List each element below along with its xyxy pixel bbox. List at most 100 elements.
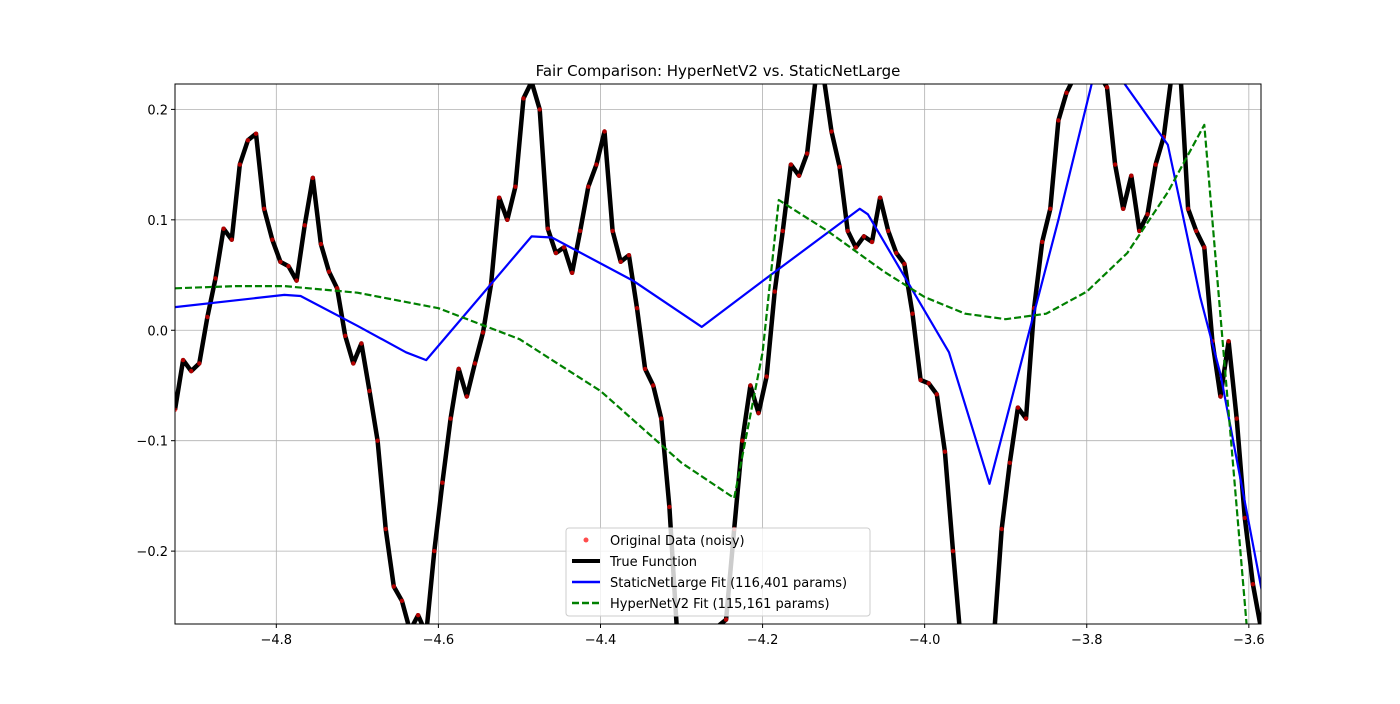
data-point-original [432, 548, 437, 554]
data-point-original [553, 250, 559, 256]
data-point-original [667, 504, 672, 510]
data-point-original [359, 341, 364, 346]
data-point-original [213, 276, 218, 281]
y-tick-label: −0.2 [136, 545, 168, 560]
data-point-original [375, 438, 380, 443]
data-point-original [1007, 460, 1012, 465]
y-tick-label: 0.0 [147, 324, 168, 339]
legend: Original Data (noisy) True Function Stat… [565, 527, 871, 617]
data-point-original [602, 129, 607, 134]
data-point-original [505, 217, 510, 222]
data-point-original [902, 261, 907, 267]
data-point-original [1242, 515, 1248, 521]
data-point-original [326, 269, 332, 274]
data-point-original [351, 361, 356, 366]
legend-label-hypernet: HyperNetV2 Fit (115,161 params) [610, 597, 830, 612]
data-point-original [415, 613, 421, 618]
data-point-original [780, 228, 785, 234]
data-point-original [788, 162, 794, 167]
plot-frame [174, 83, 1262, 625]
data-point-original [861, 234, 867, 239]
data-point-original [610, 228, 615, 234]
data-point-original [1056, 118, 1061, 123]
series-layer [175, 84, 1261, 624]
data-point-original [175, 407, 178, 412]
data-point-original [1040, 239, 1045, 245]
data-point-original [829, 129, 834, 134]
x-tick-label: −4.4 [585, 633, 617, 648]
data-point-original [1104, 85, 1110, 90]
data-point-original [367, 388, 372, 394]
data-point-original [205, 314, 210, 320]
data-point-original [513, 184, 518, 189]
series-true-function-line [175, 84, 1261, 624]
data-point-original [343, 333, 348, 338]
data-point-original [837, 164, 842, 169]
data-point-original [189, 368, 194, 374]
data-point-original [796, 173, 802, 178]
chart-title: Fair Comparison: HyperNetV2 vs. StaticNe… [536, 62, 901, 80]
data-point-original [1226, 339, 1231, 344]
data-point-original [999, 526, 1004, 532]
data-point-original [586, 184, 591, 189]
data-point-original [886, 228, 891, 234]
data-point-original [545, 226, 550, 231]
data-point-original [472, 361, 478, 366]
data-point-original [659, 416, 664, 421]
data-point-original [1185, 206, 1191, 211]
data-point-original [651, 383, 656, 388]
data-point-original [180, 357, 186, 363]
data-point-original [845, 228, 850, 234]
data-point-original [748, 383, 753, 388]
data-point-original [877, 195, 883, 200]
data-point-original [1145, 212, 1150, 217]
data-point-original [1153, 162, 1158, 167]
x-tick-label: −4.6 [423, 633, 455, 648]
data-point-original [245, 138, 251, 143]
data-point-original [334, 286, 340, 291]
data-point-original [294, 278, 299, 283]
data-point-original [448, 416, 453, 421]
data-point-original [497, 195, 502, 200]
data-point-original [934, 392, 939, 397]
data-point-original [626, 253, 632, 258]
data-point-original [229, 237, 234, 242]
data-point-original [1064, 90, 1069, 96]
data-point-original [618, 259, 623, 264]
data-point-original [1218, 394, 1223, 399]
data-point-original [942, 449, 948, 454]
data-point-original [521, 96, 526, 101]
data-point-original [310, 175, 315, 181]
data-point-original [318, 241, 324, 247]
data-point-original [594, 162, 599, 167]
data-point-original [480, 330, 486, 335]
data-point-original [278, 259, 283, 264]
data-point-original [1234, 416, 1239, 421]
data-point-original [894, 250, 899, 256]
y-tick-label: −0.1 [136, 435, 168, 450]
x-tick-label: −4.8 [261, 633, 293, 648]
data-point-original [286, 264, 291, 269]
y-tick-label: 0.1 [147, 214, 168, 229]
legend-box [565, 527, 871, 617]
y-axis: 0.2 0.1 0.0 −0.1 −0.2 [136, 103, 175, 560]
x-tick-label: −3.6 [1233, 633, 1265, 648]
data-point-original [464, 394, 469, 399]
data-point-original [270, 237, 275, 242]
data-point-original [197, 361, 202, 366]
data-point-original [740, 438, 745, 443]
data-point-original [764, 374, 769, 379]
legend-label-staticnet: StaticNetLarge Fit (116,401 params) [610, 576, 847, 591]
data-point-original [634, 306, 640, 311]
data-point-original [1129, 173, 1134, 178]
data-point-original [440, 480, 445, 485]
data-point-original [237, 162, 242, 167]
x-tick-label: −3.8 [1071, 633, 1103, 648]
legend-label-original-data: Original Data (noisy) [610, 534, 745, 549]
series-staticnet-line [175, 84, 1261, 593]
data-point-original [221, 226, 226, 231]
x-axis: −4.8 −4.6 −4.4 −4.2 −4.0 −3.8 −3.6 [261, 624, 1265, 648]
x-tick-label: −4.0 [909, 633, 941, 648]
data-point-original [302, 223, 307, 228]
